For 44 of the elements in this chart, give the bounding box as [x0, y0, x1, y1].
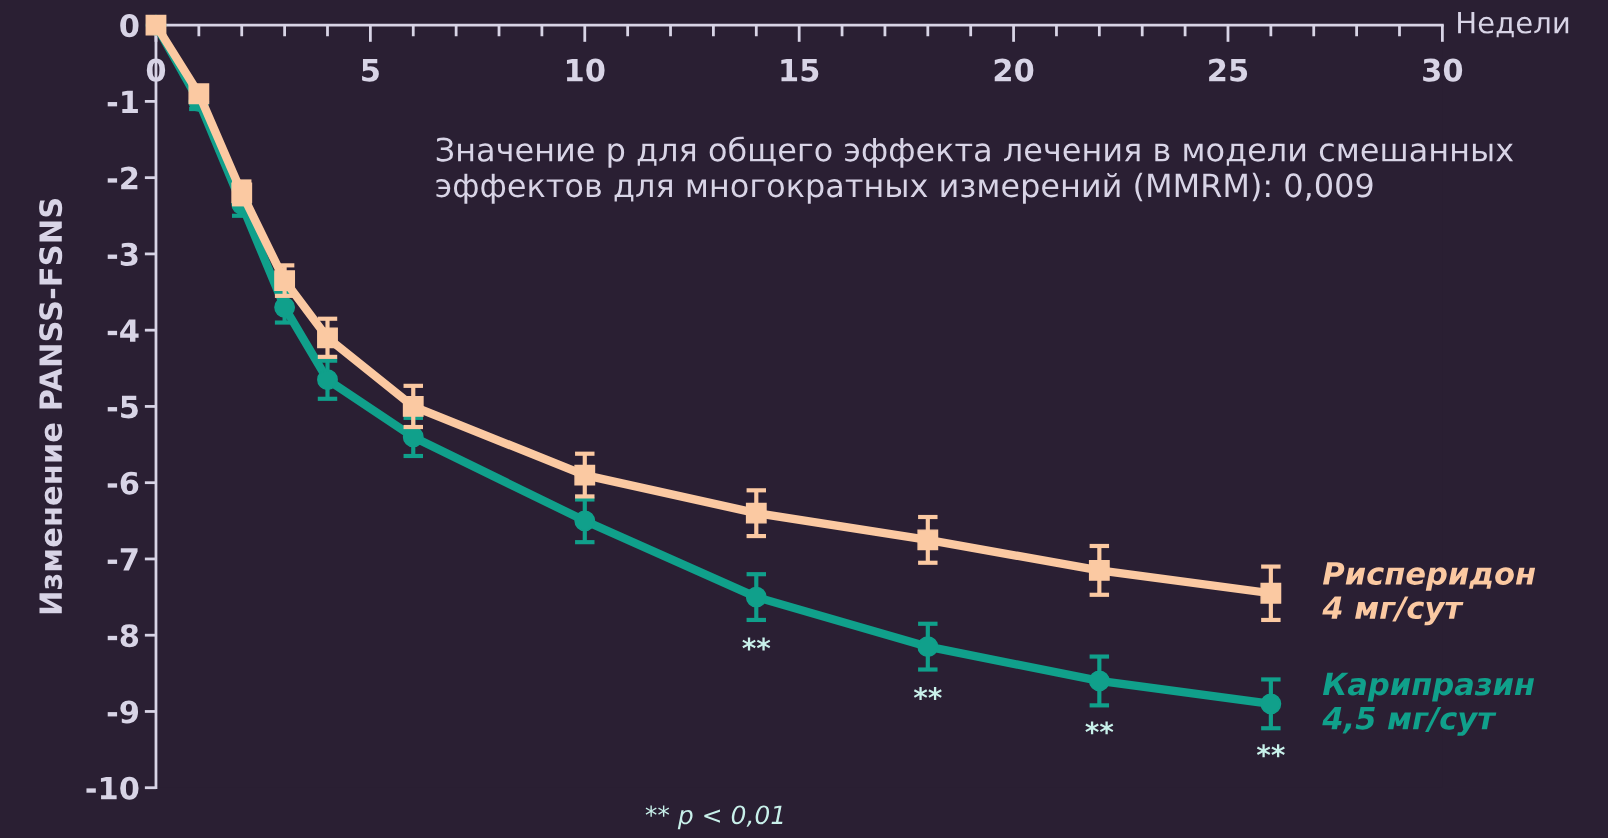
series-label: Карипразин 4,5 мг/сут [1322, 672, 1535, 736]
point [1088, 559, 1110, 581]
point [317, 369, 338, 391]
point [1260, 693, 1282, 715]
text: ** p < 0,01 [645, 805, 783, 830]
point [574, 464, 596, 486]
y-tick-label: -10 [86, 776, 139, 800]
y-tick-label: 0 [120, 14, 139, 38]
annotation: ** [1085, 721, 1114, 735]
y-axis-title: Изменение PANSS-FSNS [39, 198, 63, 614]
y-tick-label: -1 [107, 90, 138, 114]
point [745, 586, 767, 608]
point [745, 502, 767, 524]
y-tick-label: -4 [107, 319, 139, 342]
point [274, 270, 296, 292]
point [917, 636, 939, 658]
y-tick-label: -2 [107, 166, 138, 190]
x-tick-label: 15 [781, 59, 819, 82]
point [188, 83, 210, 105]
point [274, 296, 296, 318]
annotation: ** [742, 637, 771, 651]
point [402, 396, 424, 417]
x-tick-label: 25 [1209, 58, 1248, 82]
x-tick-label: 30 [1423, 58, 1463, 82]
x-axis-title: Недели [1458, 11, 1569, 38]
y-tick-label: -7 [107, 548, 138, 571]
y-tick-label: -8 [107, 624, 139, 648]
x-tick-label: 20 [994, 58, 1034, 82]
point [317, 327, 338, 349]
point [1088, 670, 1110, 692]
y-tick-label: -3 [107, 242, 138, 266]
series-label: Рисперидон 4 мг/сут [1322, 562, 1536, 626]
point [917, 529, 939, 551]
point [1260, 582, 1282, 604]
x-tick-label: 5 [362, 59, 379, 82]
y-tick-label: -6 [107, 471, 139, 495]
point [574, 510, 596, 532]
annotation: ** [913, 687, 942, 700]
annotation: Значение р для общего эффекта лечения в модели смешанных эффектов для многократных измерений (MMRM): 0,009 [436, 136, 1514, 204]
annotation: ** [1256, 744, 1285, 758]
x-tick-label: 10 [566, 58, 605, 82]
point [402, 426, 424, 448]
y-tick-label: -5 [107, 395, 138, 419]
y-tick-label: -9 [107, 700, 139, 724]
